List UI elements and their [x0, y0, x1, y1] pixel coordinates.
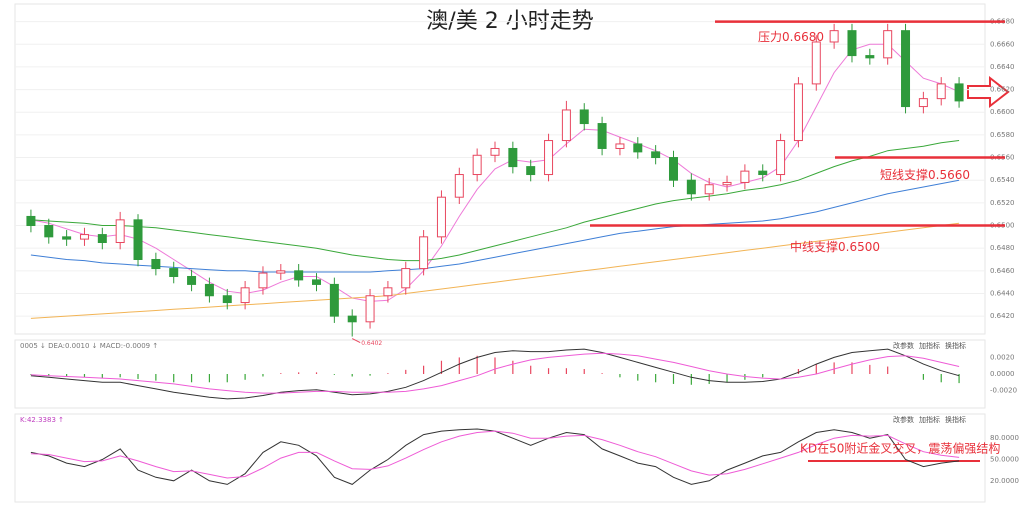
indicator-line	[30, 348, 960, 400]
candle-body	[312, 279, 322, 285]
candle-body	[258, 272, 268, 289]
macd-panel	[14, 339, 986, 409]
candle-body	[383, 287, 393, 297]
indicator-line	[30, 179, 960, 273]
y-tick-label: 0.6640	[990, 63, 1015, 71]
candle-body	[436, 196, 446, 238]
candle-body	[44, 225, 54, 238]
candle-body	[561, 109, 571, 142]
candle-body	[758, 170, 768, 176]
kd-annotation: KD在50附近金叉交叉，震荡偏强结构	[800, 441, 1000, 456]
y-tick-label: 80.0000	[990, 434, 1019, 442]
y-tick-label: 0.6660	[990, 40, 1015, 48]
candle-body	[26, 215, 36, 227]
candle-body	[169, 268, 179, 277]
candle-body	[633, 143, 643, 153]
candle-body	[419, 236, 429, 270]
candle-body	[954, 83, 964, 102]
trend-arrow	[967, 75, 1010, 109]
y-tick-label: 0.0000	[990, 370, 1015, 378]
indicator-line	[30, 222, 960, 319]
candle-body	[508, 147, 518, 168]
y-tick-label: 0.6580	[990, 131, 1015, 139]
candle-body	[883, 30, 893, 59]
panel-button[interactable]: 改参数	[893, 415, 914, 424]
candle-body	[187, 275, 197, 285]
candle-body	[347, 315, 357, 323]
candle-body	[544, 140, 554, 176]
candle-body	[526, 166, 536, 176]
candle-body	[847, 30, 857, 57]
candle-body	[490, 147, 500, 156]
y-tick-label: 0.6460	[990, 267, 1015, 275]
level-label: 短线支撑0.5660	[880, 167, 970, 182]
panel-button[interactable]: 改参数	[893, 341, 914, 350]
candle-body	[151, 258, 161, 270]
indicator-line	[30, 43, 960, 302]
level-label: 中线支撑0.6500	[790, 239, 880, 254]
y-tick-label: 0.6620	[990, 86, 1015, 94]
candle-body	[651, 151, 661, 159]
candle-body	[811, 41, 821, 85]
candle-body	[901, 30, 911, 108]
indicator-line	[30, 352, 960, 394]
y-tick-label: 0.6480	[990, 244, 1015, 252]
candle-body	[686, 179, 696, 195]
indicator-line	[30, 140, 960, 262]
candle-body	[365, 295, 375, 323]
candle-body	[472, 154, 482, 176]
candle-body	[401, 268, 411, 289]
candle-body	[704, 184, 714, 195]
y-tick-label: 0.6540	[990, 176, 1015, 184]
panel-button[interactable]: 加指标	[919, 341, 940, 350]
low-marker	[351, 338, 361, 343]
indicator-line	[30, 430, 960, 479]
candle-body	[204, 283, 214, 297]
level-label: 压力0.6680	[758, 30, 824, 44]
y-tick-label: 0.6600	[990, 108, 1015, 116]
candle-body	[115, 219, 125, 244]
candle-body	[276, 270, 286, 274]
y-tick-label: 50.0000	[990, 456, 1019, 464]
y-tick-label: 0.6440	[990, 289, 1015, 297]
candle-body	[597, 123, 607, 149]
y-tick-label: 0.0020	[990, 353, 1015, 361]
candle-body	[62, 236, 72, 240]
panel-button[interactable]: 换指标	[945, 341, 966, 350]
candle-body	[97, 234, 107, 244]
candle-body	[294, 270, 304, 281]
y-tick-label: 20.0000	[990, 477, 1019, 485]
indicator-line	[30, 428, 960, 485]
candle-body	[722, 181, 732, 186]
candle-body	[615, 143, 625, 149]
panel-button[interactable]: 换指标	[945, 415, 966, 424]
candle-body	[829, 30, 839, 43]
main-panel	[14, 3, 986, 335]
y-tick-label: 0.6520	[990, 199, 1015, 207]
candle-body	[454, 174, 464, 198]
y-tick-label: 0.6420	[990, 312, 1015, 320]
kd-header: K:42.3383 ↑	[20, 416, 64, 424]
candle-body	[79, 234, 89, 240]
candle-body	[668, 157, 678, 181]
candle-body	[776, 140, 786, 176]
macd-header: 0005 ↓ DEA:0.0010 ↓ MACD:-0.0009 ↑	[20, 342, 158, 350]
candle-body	[240, 287, 250, 304]
candle-body	[936, 83, 946, 100]
y-tick-label: -0.0020	[990, 387, 1017, 395]
candle-body	[579, 109, 589, 125]
candle-body	[793, 83, 803, 142]
candle-body	[918, 98, 928, 108]
low-label: 0.6402	[361, 340, 382, 347]
candle-body	[133, 219, 143, 260]
candle-body	[329, 283, 339, 317]
kd-panel	[14, 413, 986, 503]
panel-button[interactable]: 加指标	[919, 415, 940, 424]
candle-body	[740, 170, 750, 183]
candle-body	[865, 55, 875, 59]
candle-body	[222, 295, 232, 304]
